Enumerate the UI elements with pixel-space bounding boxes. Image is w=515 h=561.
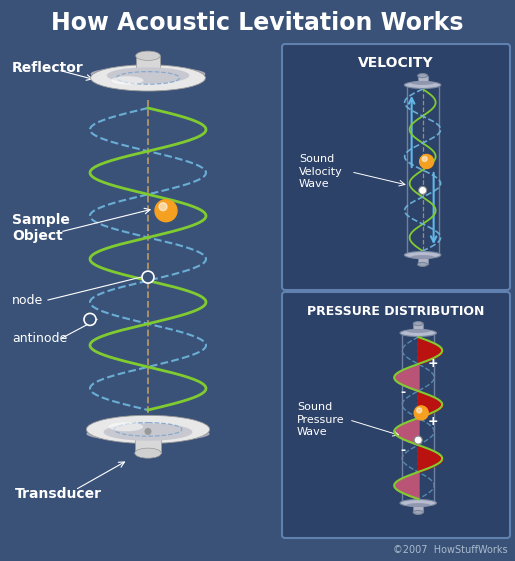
Ellipse shape: [111, 76, 143, 85]
Ellipse shape: [400, 329, 436, 337]
Circle shape: [145, 428, 151, 435]
Ellipse shape: [87, 415, 210, 444]
Circle shape: [422, 157, 427, 162]
Text: PRESSURE DISTRIBUTION: PRESSURE DISTRIBUTION: [307, 305, 485, 318]
Ellipse shape: [414, 511, 423, 514]
Ellipse shape: [411, 81, 435, 85]
Text: Sound
Velocity
Wave: Sound Velocity Wave: [299, 154, 343, 189]
Bar: [418, 256, 427, 264]
Bar: [414, 324, 423, 332]
Ellipse shape: [411, 255, 435, 259]
Text: +: +: [428, 357, 438, 370]
Ellipse shape: [418, 73, 427, 77]
Ellipse shape: [87, 426, 210, 442]
Text: Transducer: Transducer: [15, 487, 102, 501]
Text: ©2007  HowStuffWorks: ©2007 HowStuffWorks: [393, 545, 508, 555]
Text: antinode: antinode: [12, 332, 67, 344]
Text: -: -: [401, 444, 406, 457]
FancyBboxPatch shape: [282, 44, 510, 290]
Ellipse shape: [404, 251, 441, 259]
Ellipse shape: [109, 422, 143, 431]
Ellipse shape: [135, 51, 160, 61]
Ellipse shape: [91, 67, 205, 81]
FancyBboxPatch shape: [282, 292, 510, 538]
Circle shape: [84, 314, 96, 325]
Text: VELOCITY: VELOCITY: [358, 56, 434, 70]
Ellipse shape: [406, 503, 430, 507]
Circle shape: [414, 406, 428, 420]
Ellipse shape: [400, 499, 436, 507]
Ellipse shape: [418, 263, 427, 266]
Bar: [418, 76, 427, 84]
Circle shape: [159, 203, 167, 211]
Ellipse shape: [414, 321, 423, 325]
Circle shape: [414, 436, 422, 444]
Text: Reflector: Reflector: [12, 61, 84, 75]
Text: +: +: [428, 415, 438, 428]
Bar: [135, 429, 161, 453]
Bar: [135, 56, 160, 79]
Ellipse shape: [107, 67, 190, 84]
Text: Sample
Object: Sample Object: [12, 213, 70, 243]
Circle shape: [142, 271, 154, 283]
Ellipse shape: [135, 448, 161, 458]
Text: -: -: [401, 386, 406, 399]
Ellipse shape: [406, 329, 430, 333]
Circle shape: [420, 154, 434, 168]
Text: How Acoustic Levitation Works: How Acoustic Levitation Works: [51, 11, 464, 35]
Ellipse shape: [404, 81, 441, 89]
Circle shape: [155, 200, 177, 222]
Text: Sound
Pressure
Wave: Sound Pressure Wave: [297, 402, 345, 437]
Text: node: node: [12, 293, 43, 306]
Ellipse shape: [104, 424, 192, 441]
Circle shape: [417, 408, 422, 413]
Circle shape: [419, 186, 426, 195]
Ellipse shape: [91, 65, 205, 91]
Bar: [414, 504, 423, 512]
